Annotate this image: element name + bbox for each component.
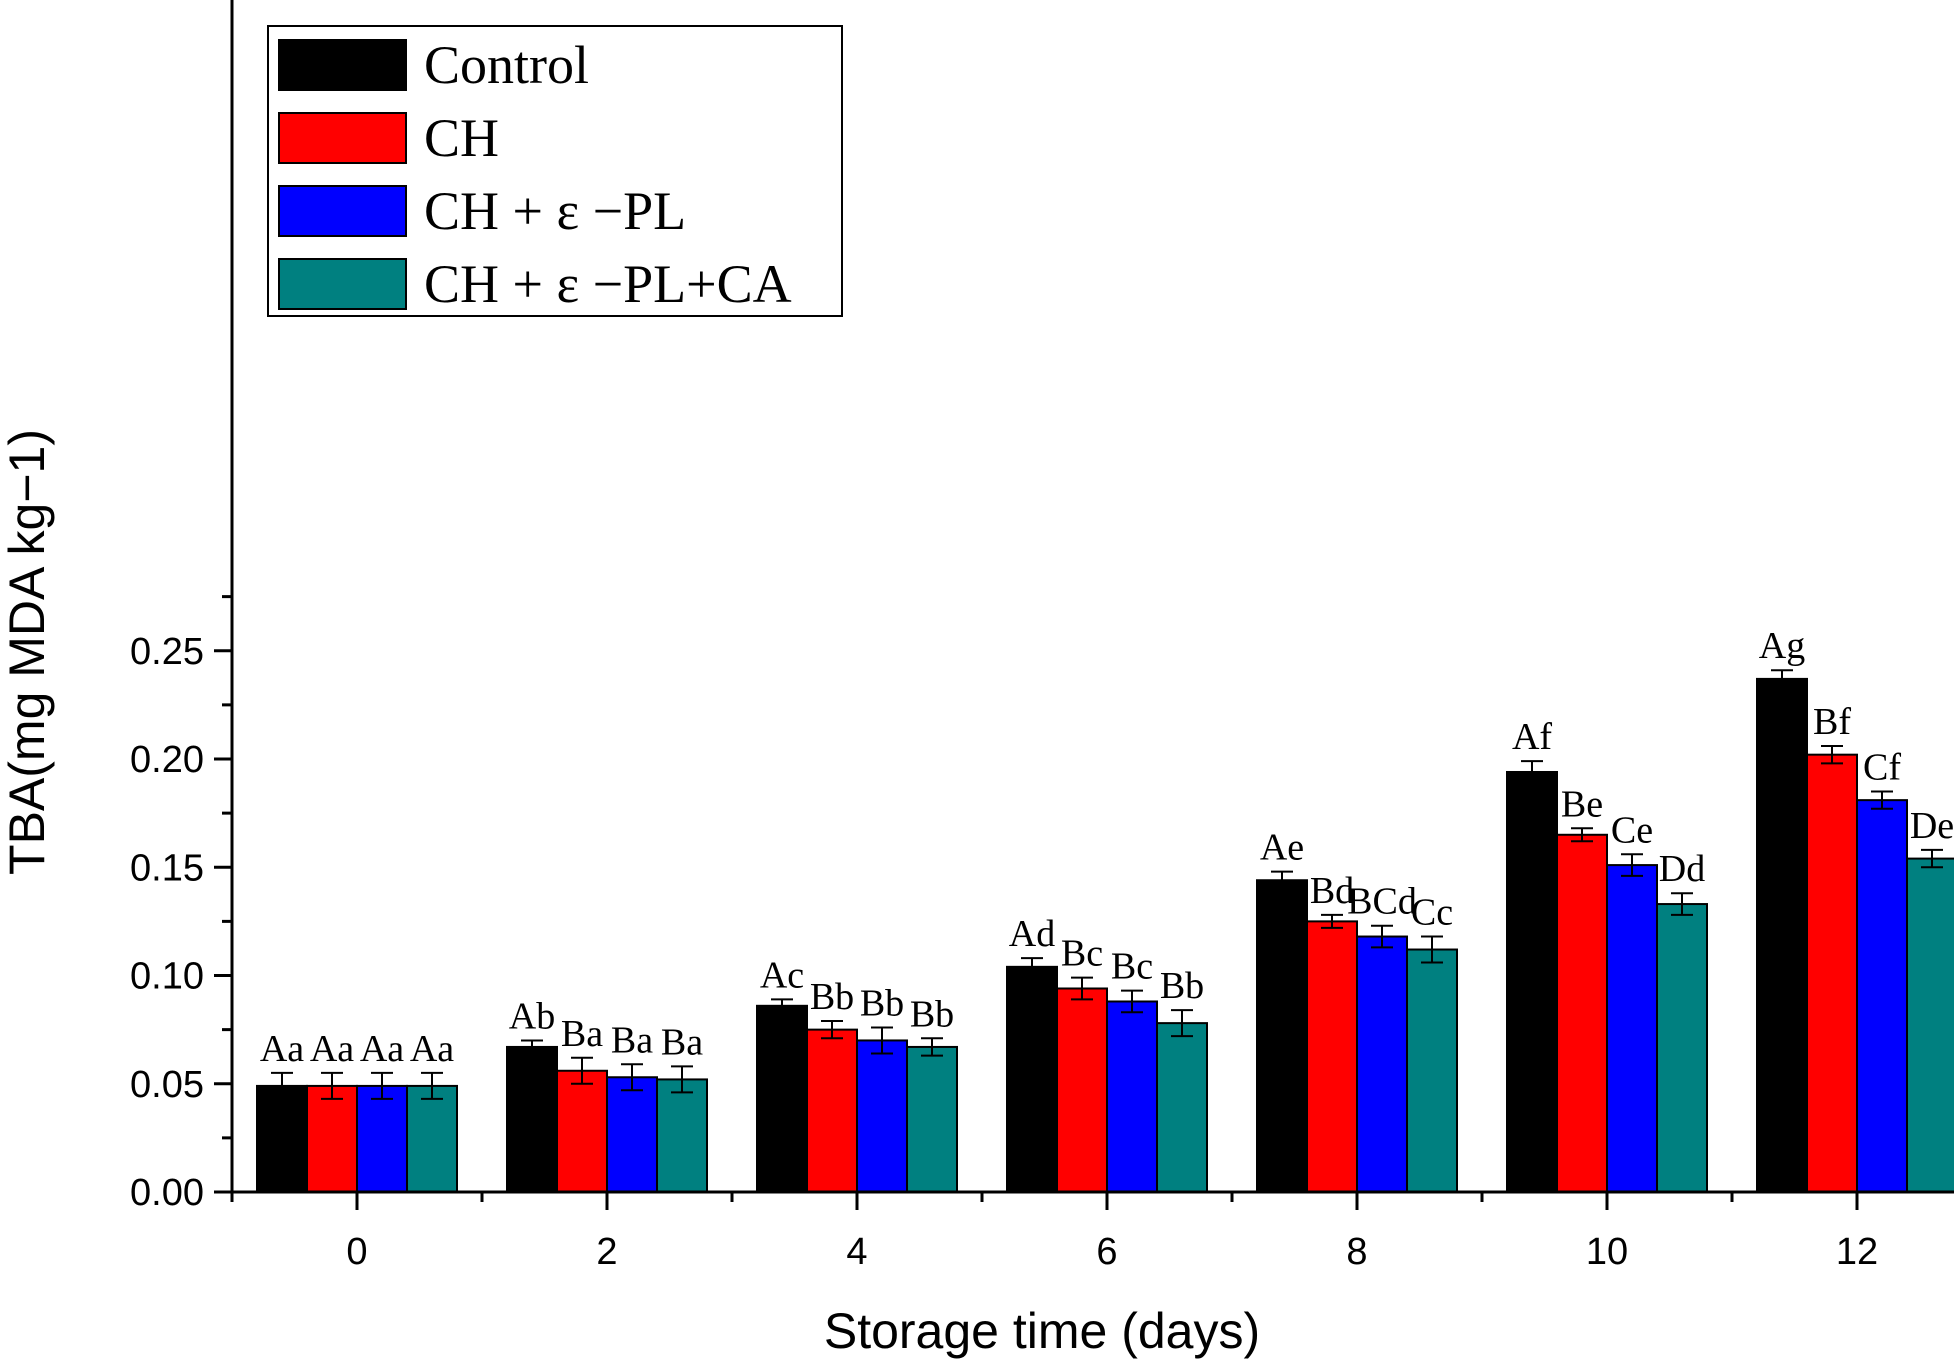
- bar: [506, 1045, 558, 1193]
- legend-swatch-control: [278, 39, 407, 91]
- y-tick-label: 0.10: [130, 956, 204, 998]
- bar-label: Bb: [1160, 965, 1204, 1007]
- bar-label: Ba: [561, 1013, 603, 1055]
- bar-label: Aa: [310, 1028, 354, 1070]
- legend-label-ch-pl-ca: CH + ε −PL+CA: [424, 254, 792, 314]
- y-axis-title: TBA(mg MDA kg−1): [0, 429, 55, 875]
- bar: [656, 1078, 708, 1194]
- bar: [556, 1069, 608, 1194]
- bar-label: Ce: [1611, 809, 1653, 851]
- bar: [1556, 833, 1608, 1194]
- bar-label: Ba: [611, 1019, 653, 1061]
- x-tick-label: 8: [1346, 1231, 1367, 1273]
- bar: [1106, 1000, 1158, 1193]
- bar-label: Bb: [910, 993, 954, 1035]
- y-tick-label: 0.00: [130, 1172, 204, 1214]
- bar: [756, 1004, 808, 1193]
- bar-label: Bf: [1813, 701, 1851, 743]
- bar: [1356, 935, 1408, 1194]
- legend-label-ch: CH: [424, 108, 499, 168]
- bar-label: Ag: [1759, 625, 1805, 667]
- bar: [406, 1084, 458, 1194]
- x-tick-label: 10: [1586, 1231, 1628, 1273]
- bar: [1306, 920, 1358, 1193]
- legend-swatch-ch-pl: [278, 185, 407, 237]
- bar-label: Bd: [1310, 870, 1354, 912]
- bar-label: Cf: [1863, 746, 1901, 788]
- bar: [806, 1028, 858, 1193]
- bar-label: Aa: [260, 1028, 304, 1070]
- bar: [1156, 1022, 1208, 1193]
- bar-label: Bc: [1061, 933, 1103, 975]
- y-tick-label: 0.25: [130, 631, 204, 673]
- bar: [606, 1076, 658, 1194]
- x-tick-label: 2: [596, 1231, 617, 1273]
- bar: [306, 1084, 358, 1194]
- bar: [1756, 677, 1808, 1193]
- bar-label: Ab: [509, 995, 555, 1037]
- bar: [1856, 799, 1908, 1193]
- legend-label-control: Control: [424, 35, 589, 95]
- x-ticks: 0 2 4 6 8 10 12: [230, 1192, 1878, 1273]
- bar: [356, 1084, 408, 1194]
- x-tick-label: 12: [1836, 1231, 1878, 1273]
- bar: [1806, 753, 1858, 1193]
- legend-swatch-ch: [278, 112, 407, 164]
- bar-label: Ad: [1009, 913, 1055, 955]
- bar-label: Dd: [1659, 848, 1705, 890]
- bar-label: Ba: [661, 1021, 703, 1063]
- bar: [1906, 857, 1954, 1194]
- bar-label: Be: [1561, 783, 1603, 825]
- y-ticks: 0.00 0.05 0.10 0.15 0.20 0.25: [130, 595, 232, 1214]
- error-bars-layer: [271, 669, 1943, 1100]
- bar-label: Ae: [1260, 827, 1304, 869]
- y-tick-label: 0.20: [130, 739, 204, 781]
- bar-label: De: [1910, 805, 1954, 847]
- bar-label: Cc: [1411, 892, 1453, 934]
- bar-label: Aa: [410, 1028, 454, 1070]
- bar: [1606, 864, 1658, 1194]
- legend-label-ch-pl: CH + ε −PL: [424, 181, 686, 241]
- bars-layer: [256, 677, 1954, 1194]
- bar: [906, 1045, 958, 1193]
- bar-label: Ac: [760, 954, 804, 996]
- bar-label: Bb: [810, 976, 854, 1018]
- bar-label: Af: [1512, 716, 1552, 758]
- bar: [856, 1039, 908, 1193]
- bar: [1656, 903, 1708, 1193]
- bar: [1256, 879, 1308, 1193]
- bar-label: BCd: [1347, 881, 1417, 923]
- y-tick-label: 0.05: [130, 1064, 204, 1106]
- bar: [1056, 987, 1108, 1193]
- x-tick-label: 6: [1096, 1231, 1117, 1273]
- bar-label: Bc: [1111, 946, 1153, 988]
- legend: Control CH CH + ε −PL CH + ε −PL+CA: [267, 25, 843, 317]
- bar: [256, 1084, 308, 1194]
- x-tick-label: 4: [846, 1231, 867, 1273]
- x-tick-label: 0: [346, 1231, 367, 1273]
- legend-swatch-ch-pl-ca: [278, 258, 407, 310]
- y-tick-label: 0.15: [130, 847, 204, 889]
- bar-label: Aa: [360, 1028, 404, 1070]
- bar: [1406, 948, 1458, 1194]
- bar: [1506, 770, 1558, 1193]
- x-axis-title: Storage time (days): [824, 1303, 1260, 1359]
- bar: [1006, 965, 1058, 1194]
- bar-label: Bb: [860, 982, 904, 1024]
